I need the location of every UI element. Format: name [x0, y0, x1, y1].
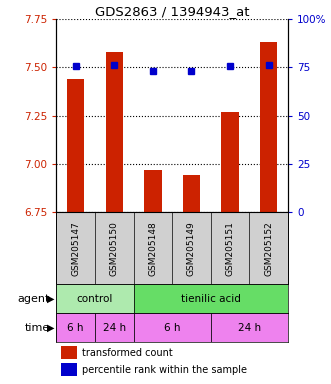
Bar	[211, 313, 288, 342]
Text: ▶: ▶	[47, 294, 55, 304]
Bar	[260, 42, 277, 212]
Text: 6 h: 6 h	[164, 323, 180, 333]
Bar	[56, 313, 95, 342]
Text: control: control	[77, 294, 113, 304]
Text: ▶: ▶	[47, 323, 55, 333]
Bar	[61, 363, 77, 376]
Text: 24 h: 24 h	[103, 323, 126, 333]
Text: transformed count: transformed count	[82, 348, 172, 358]
Text: 6 h: 6 h	[67, 323, 84, 333]
Text: GSM205152: GSM205152	[264, 221, 273, 276]
Bar	[221, 112, 239, 212]
Bar	[61, 346, 77, 359]
Text: GSM205148: GSM205148	[148, 221, 157, 276]
Bar	[95, 313, 133, 342]
Text: 24 h: 24 h	[238, 323, 261, 333]
Text: tienilic acid: tienilic acid	[181, 294, 241, 304]
Text: GSM205149: GSM205149	[187, 221, 196, 276]
Text: percentile rank within the sample: percentile rank within the sample	[82, 365, 247, 375]
Text: GSM205150: GSM205150	[110, 221, 119, 276]
Text: time: time	[24, 323, 50, 333]
Title: GDS2863 / 1394943_at: GDS2863 / 1394943_at	[95, 5, 249, 18]
Bar	[183, 175, 200, 212]
Bar	[133, 285, 288, 313]
Bar	[133, 313, 211, 342]
Text: GSM205151: GSM205151	[225, 221, 235, 276]
Bar	[67, 79, 84, 212]
Text: agent: agent	[17, 294, 50, 304]
Bar	[144, 170, 162, 212]
Bar	[56, 285, 133, 313]
Bar	[106, 52, 123, 212]
Text: GSM205147: GSM205147	[71, 221, 80, 276]
